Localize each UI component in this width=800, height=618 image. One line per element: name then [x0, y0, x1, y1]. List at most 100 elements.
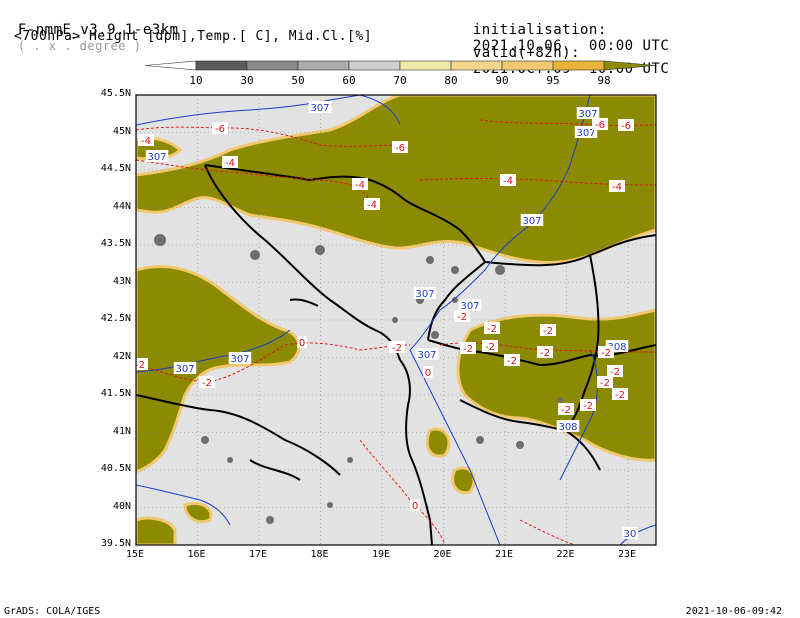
- contour-label-box: [460, 342, 476, 354]
- grid-spec: ( . x . degree ): [17, 39, 142, 53]
- contour-label-box: [222, 156, 238, 168]
- longitude-label: 17E: [249, 549, 268, 560]
- contour-label: -2: [392, 343, 402, 354]
- contour-label-box: [612, 388, 628, 400]
- contour-label: 307: [578, 109, 597, 120]
- contour-label-box: [364, 198, 380, 210]
- contour-label-box: [622, 527, 638, 539]
- contour-label-box: [618, 119, 634, 131]
- contour-label-box: [597, 376, 613, 388]
- contour-label: -4: [612, 182, 622, 193]
- footer-timestamp: 2021-10-06-09:42: [685, 606, 782, 617]
- contour-label: -2: [457, 312, 467, 323]
- contour-label-box: [540, 324, 556, 336]
- contour-label-box: [352, 178, 368, 190]
- contour-label: 0: [299, 338, 305, 349]
- contour-label: 307: [310, 103, 329, 114]
- contour-label: 0: [412, 501, 418, 512]
- contour-label: -2: [543, 326, 553, 337]
- latitude-label: 45N: [112, 125, 131, 137]
- contour-label: -2: [561, 405, 571, 416]
- latitude-label: 41.5N: [100, 388, 131, 399]
- contour-label: -6: [215, 124, 225, 135]
- contour-label-box: [413, 287, 437, 299]
- model-name: F-nmmE_v3.9.1-e3km: [17, 22, 179, 38]
- colorbar: [144, 60, 656, 71]
- colorbar-tick-label: 90: [495, 74, 509, 87]
- contour-label: -4: [367, 200, 377, 211]
- contour-label: 308: [558, 422, 577, 433]
- contour-label-box: [136, 358, 148, 370]
- contour-label-box: [458, 299, 482, 311]
- latitude-label: 40.5N: [100, 463, 131, 474]
- contour-label-box: [607, 365, 623, 377]
- temperature-labels: -6-6-6 -6-4-4-4-4-4-4-2-2 -2-2 -2 -2-2-2 -2-2…: [135, 118, 634, 512]
- contour-label: 307: [175, 364, 194, 375]
- contour-label: -2: [615, 390, 625, 401]
- map-plot-area: 307 307 307 307 307 307 307 307 307 307 308 308 30 -…: [135, 95, 656, 545]
- colorbar-tick-label: 70: [393, 74, 407, 87]
- colorbar-tick-label: 10: [189, 74, 203, 87]
- contour-label-box: [558, 403, 574, 415]
- contour-label: 307: [460, 301, 479, 312]
- footer-credit: GrADS: COLA/IGES: [4, 606, 101, 617]
- contour-label-box: [520, 214, 544, 226]
- latitude-label: 44N: [112, 200, 131, 212]
- contour-label: 307: [415, 289, 434, 300]
- valid-label: valid(+82h):: [472, 45, 581, 61]
- latitude-label: 42.5N: [100, 313, 131, 324]
- latitude-label: 39.5N: [100, 538, 131, 549]
- contour-label: 307: [147, 152, 166, 163]
- contour-label-box: [609, 180, 625, 192]
- header-title-line: F-nmmE_v3.9.1-e3km ( . x . degree ): [0, 6, 179, 54]
- longitude-label: 22E: [556, 549, 575, 560]
- cloud-speckles: [154, 234, 563, 524]
- colorbar-tick-label: 98: [597, 74, 611, 87]
- contour-label-box: [500, 174, 516, 186]
- contour-label: 307: [576, 128, 595, 139]
- contour-label: 0: [425, 368, 431, 379]
- height-labels: 307 307 307 307 307 307 307 307 307 307 308 308 30: [145, 101, 638, 540]
- map-frame: [135, 94, 657, 546]
- colorbar-tick-label: 60: [342, 74, 356, 87]
- contour-label-box: [392, 141, 408, 153]
- contour-label-box: [173, 362, 197, 374]
- longitude-label: 18E: [310, 549, 329, 560]
- contour-label-box: [410, 499, 420, 511]
- contour-label: -6: [395, 143, 405, 154]
- contour-label-box: [556, 420, 580, 432]
- contour-label-box: [576, 107, 600, 119]
- colorbar-tick-label: 30: [240, 74, 254, 87]
- contour-label: -2: [202, 378, 212, 389]
- latitude-label: 42N: [112, 350, 131, 362]
- fields-description: <700hPa> Height [dpm],Temp.[ C], Mid.Cl.…: [14, 29, 373, 44]
- longitude-label: 15E: [126, 549, 145, 560]
- contour-label: -2: [610, 367, 620, 378]
- contour-label: -6: [595, 120, 605, 131]
- contour-label: -2: [135, 360, 145, 371]
- contour-label: -2: [540, 348, 550, 359]
- latitude-label: 44.5N: [100, 163, 131, 174]
- longitude-label: 20E: [433, 549, 452, 560]
- colorbar-tick-label: 50: [291, 74, 305, 87]
- contour-label: -2: [600, 378, 610, 389]
- contour-label-box: [598, 346, 614, 358]
- contour-label-box: [592, 118, 608, 130]
- contour-label: -2: [485, 342, 495, 353]
- contour-label: 307: [230, 354, 249, 365]
- longitude-label: 16E: [187, 549, 206, 560]
- latitude-label: 43.5N: [100, 238, 131, 249]
- contour-label: 307: [522, 216, 541, 227]
- contour-label-box: [482, 340, 498, 352]
- colorbar-tick-label: 95: [546, 74, 560, 87]
- colorbar-tick-label: 80: [444, 74, 458, 87]
- longitude-label: 19E: [372, 549, 391, 560]
- latitude-label: 41N: [112, 425, 131, 437]
- colorbar-cells: [144, 60, 656, 71]
- lat-lon-grid: [136, 95, 656, 545]
- contour-label-box: [228, 352, 252, 364]
- init-value: 2021.10.06. 00:00 UTC: [472, 38, 670, 54]
- contour-label: 30: [624, 529, 637, 540]
- contour-label-box: [423, 366, 433, 378]
